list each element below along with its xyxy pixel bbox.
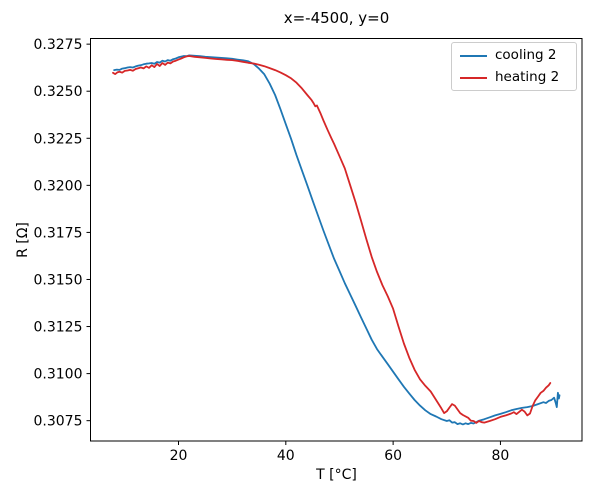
y-tick-label: 0.3125 xyxy=(34,320,83,336)
legend: cooling 2 heating 2 xyxy=(451,42,577,91)
series-line-heating-2 xyxy=(112,55,552,424)
legend-entry-cooling-2: cooling 2 xyxy=(460,47,568,64)
chart-title: x=-4500, y=0 xyxy=(283,9,390,27)
y-tick-label: 0.3200 xyxy=(34,178,83,194)
legend-label-heating-2: heating 2 xyxy=(495,69,560,85)
axes-frame xyxy=(90,38,583,442)
x-tick-label: 60 xyxy=(384,448,402,464)
y-tick-label: 0.3150 xyxy=(34,272,83,288)
x-tick-label: 20 xyxy=(170,448,188,464)
y-tick-label: 0.3175 xyxy=(34,225,83,241)
y-tick-label: 0.3225 xyxy=(34,131,83,147)
legend-entry-heating-2: heating 2 xyxy=(460,69,568,86)
y-tick-label: 0.3250 xyxy=(34,84,83,100)
x-tick-label: 80 xyxy=(492,448,510,464)
y-tick-label: 0.3100 xyxy=(34,367,83,383)
legend-line-sample-heating-2 xyxy=(460,76,487,79)
legend-line-sample-cooling-2 xyxy=(460,54,487,57)
legend-label-cooling-2: cooling 2 xyxy=(495,47,557,63)
x-axis-label: T [°C] xyxy=(316,467,357,483)
y-tick-label: 0.3275 xyxy=(34,37,83,53)
y-tick-label: 0.3075 xyxy=(34,414,83,430)
y-axis-label: R [Ω] xyxy=(15,222,31,258)
x-tick-label: 40 xyxy=(277,448,295,464)
series-line-cooling-2 xyxy=(113,54,561,426)
